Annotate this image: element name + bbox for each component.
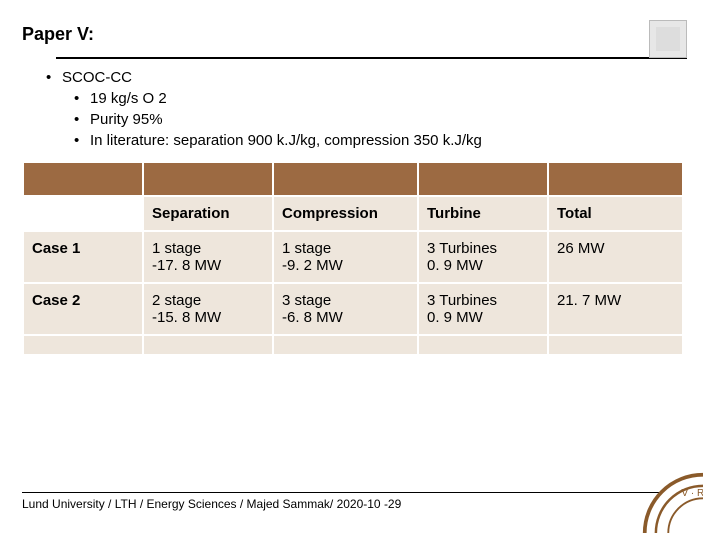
cell-top: 3 Turbines bbox=[427, 240, 539, 257]
col-header-separation: Separation bbox=[143, 196, 273, 231]
col-header-turbine: Turbine bbox=[418, 196, 548, 231]
cell-turbine: 3 Turbines 0. 9 MW bbox=[418, 283, 548, 335]
bullet-text: Purity 95% bbox=[90, 111, 163, 128]
cell-sub: -15. 8 MW bbox=[152, 309, 264, 326]
cell-sub: -17. 8 MW bbox=[152, 257, 264, 274]
cell-top: 1 stage bbox=[152, 240, 264, 257]
row-label: Case 1 bbox=[23, 231, 143, 283]
col-header-compression: Compression bbox=[273, 196, 418, 231]
cell-separation: 2 stage -15. 8 MW bbox=[143, 283, 273, 335]
bullet-lvl2: In literature: separation 900 k.J/kg, co… bbox=[38, 130, 687, 151]
cell-top: 3 Turbines bbox=[427, 292, 539, 309]
col-header-empty bbox=[23, 196, 143, 231]
cell-total: 26 MW bbox=[548, 231, 683, 283]
bullet-lvl2: Purity 95% bbox=[38, 109, 687, 130]
svg-text:V · R V M: V · R V M bbox=[682, 488, 703, 499]
university-seal-icon: V · R V M bbox=[641, 471, 703, 533]
footer-divider bbox=[22, 492, 687, 493]
cell-total: 21. 7 MW bbox=[548, 283, 683, 335]
cell-separation: 1 stage -17. 8 MW bbox=[143, 231, 273, 283]
table-row: Case 1 1 stage -17. 8 MW 1 stage -9. 2 M… bbox=[23, 231, 683, 283]
bullet-list: SCOC-CC 19 kg/s O 2 Purity 95% In litera… bbox=[38, 67, 687, 151]
bullet-text: 19 kg/s O 2 bbox=[90, 90, 167, 107]
cell-sub: -6. 8 MW bbox=[282, 309, 409, 326]
cell-compression: 3 stage -6. 8 MW bbox=[273, 283, 418, 335]
cell-top: 2 stage bbox=[152, 292, 264, 309]
table-header-bar bbox=[23, 162, 683, 196]
bullet-lvl2: 19 kg/s O 2 bbox=[38, 88, 687, 109]
bullet-lvl1: SCOC-CC bbox=[38, 67, 687, 88]
bullet-text: In literature: separation 900 k.J/kg, co… bbox=[90, 132, 482, 149]
results-table: Separation Compression Turbine Total Cas… bbox=[22, 161, 684, 356]
table-row-empty bbox=[23, 335, 683, 355]
cell-top: 1 stage bbox=[282, 240, 409, 257]
cell-sub: -9. 2 MW bbox=[282, 257, 409, 274]
table-row: Case 2 2 stage -15. 8 MW 3 stage -6. 8 M… bbox=[23, 283, 683, 335]
page-title: Paper V: bbox=[0, 0, 709, 53]
table-column-headers: Separation Compression Turbine Total bbox=[23, 196, 683, 231]
row-label: Case 2 bbox=[23, 283, 143, 335]
col-header-total: Total bbox=[548, 196, 683, 231]
bullet-text: SCOC-CC bbox=[62, 69, 132, 86]
cell-compression: 1 stage -9. 2 MW bbox=[273, 231, 418, 283]
cell-top: 3 stage bbox=[282, 292, 409, 309]
cell-sub: 0. 9 MW bbox=[427, 309, 539, 326]
footer-text: Lund University / LTH / Energy Sciences … bbox=[0, 497, 709, 511]
cell-turbine: 3 Turbines 0. 9 MW bbox=[418, 231, 548, 283]
cell-sub: 0. 9 MW bbox=[427, 257, 539, 274]
title-underline bbox=[56, 57, 687, 59]
machine-icon bbox=[649, 20, 687, 58]
